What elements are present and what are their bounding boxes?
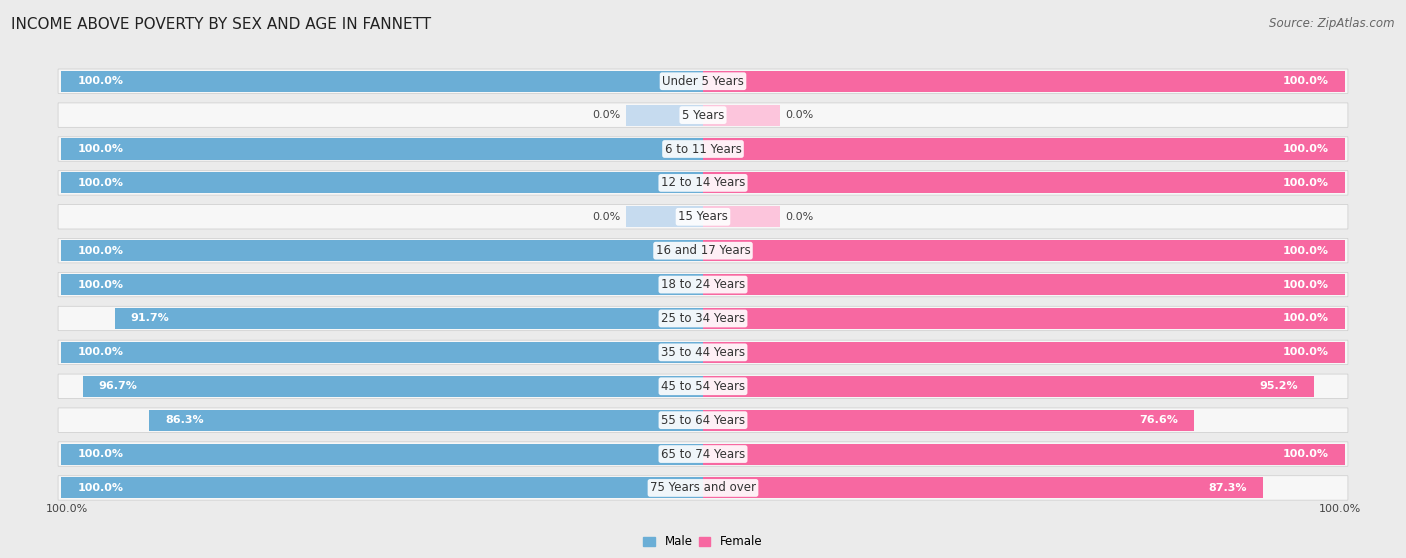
Text: 18 to 24 Years: 18 to 24 Years — [661, 278, 745, 291]
FancyBboxPatch shape — [58, 476, 1348, 500]
Text: 100.0%: 100.0% — [1282, 348, 1329, 357]
Bar — [62, 240, 703, 261]
Text: 100.0%: 100.0% — [77, 348, 124, 357]
Bar — [703, 240, 1344, 261]
Text: 100.0%: 100.0% — [77, 449, 124, 459]
FancyBboxPatch shape — [58, 442, 1348, 466]
Text: 100.0%: 100.0% — [1282, 246, 1329, 256]
Bar — [626, 104, 703, 126]
Bar — [62, 444, 703, 465]
Text: 76.6%: 76.6% — [1139, 415, 1178, 425]
Bar — [62, 274, 703, 295]
Text: 55 to 64 Years: 55 to 64 Years — [661, 413, 745, 427]
Text: 100.0%: 100.0% — [1282, 314, 1329, 324]
Text: 100.0%: 100.0% — [1319, 504, 1361, 514]
Text: 100.0%: 100.0% — [77, 178, 124, 188]
Text: 16 and 17 Years: 16 and 17 Years — [655, 244, 751, 257]
Text: 95.2%: 95.2% — [1260, 381, 1298, 391]
Text: INCOME ABOVE POVERTY BY SEX AND AGE IN FANNETT: INCOME ABOVE POVERTY BY SEX AND AGE IN F… — [11, 17, 432, 32]
Bar — [703, 410, 1195, 431]
Bar — [703, 342, 1344, 363]
Text: 87.3%: 87.3% — [1209, 483, 1247, 493]
Text: 12 to 14 Years: 12 to 14 Years — [661, 176, 745, 189]
Text: 5 Years: 5 Years — [682, 109, 724, 122]
Bar — [83, 376, 703, 397]
Text: 100.0%: 100.0% — [77, 144, 124, 154]
Text: 96.7%: 96.7% — [98, 381, 138, 391]
FancyBboxPatch shape — [58, 171, 1348, 195]
Bar — [703, 308, 1344, 329]
Text: 0.0%: 0.0% — [592, 212, 621, 222]
Text: 15 Years: 15 Years — [678, 210, 728, 223]
Text: 35 to 44 Years: 35 to 44 Years — [661, 346, 745, 359]
FancyBboxPatch shape — [58, 69, 1348, 93]
Bar — [703, 206, 780, 227]
Bar — [62, 138, 703, 160]
Bar — [703, 376, 1313, 397]
Bar — [62, 342, 703, 363]
Bar — [703, 444, 1344, 465]
FancyBboxPatch shape — [58, 137, 1348, 161]
FancyBboxPatch shape — [58, 340, 1348, 364]
Text: 100.0%: 100.0% — [1282, 178, 1329, 188]
Text: 100.0%: 100.0% — [77, 483, 124, 493]
Bar — [62, 478, 703, 498]
FancyBboxPatch shape — [58, 306, 1348, 331]
Text: 6 to 11 Years: 6 to 11 Years — [665, 142, 741, 156]
Bar — [703, 478, 1263, 498]
Text: 100.0%: 100.0% — [77, 280, 124, 290]
Bar — [703, 138, 1344, 160]
Text: 0.0%: 0.0% — [785, 110, 814, 120]
FancyBboxPatch shape — [58, 103, 1348, 127]
FancyBboxPatch shape — [58, 205, 1348, 229]
FancyBboxPatch shape — [58, 374, 1348, 398]
Text: 0.0%: 0.0% — [592, 110, 621, 120]
Bar — [703, 172, 1344, 194]
Text: 75 Years and over: 75 Years and over — [650, 482, 756, 494]
Text: 86.3%: 86.3% — [166, 415, 204, 425]
Text: 65 to 74 Years: 65 to 74 Years — [661, 448, 745, 460]
Text: 0.0%: 0.0% — [785, 212, 814, 222]
Text: 45 to 54 Years: 45 to 54 Years — [661, 380, 745, 393]
Text: 100.0%: 100.0% — [45, 504, 87, 514]
Bar — [626, 206, 703, 227]
Text: 25 to 34 Years: 25 to 34 Years — [661, 312, 745, 325]
Text: 100.0%: 100.0% — [1282, 449, 1329, 459]
Bar — [115, 308, 703, 329]
Text: Under 5 Years: Under 5 Years — [662, 75, 744, 88]
Text: 100.0%: 100.0% — [77, 246, 124, 256]
Text: Source: ZipAtlas.com: Source: ZipAtlas.com — [1270, 17, 1395, 30]
Text: 100.0%: 100.0% — [1282, 280, 1329, 290]
Bar — [149, 410, 703, 431]
Legend: Male, Female: Male, Female — [638, 531, 768, 553]
FancyBboxPatch shape — [58, 238, 1348, 263]
Bar — [703, 71, 1344, 92]
FancyBboxPatch shape — [58, 408, 1348, 432]
Text: 91.7%: 91.7% — [131, 314, 170, 324]
Text: 100.0%: 100.0% — [1282, 76, 1329, 86]
FancyBboxPatch shape — [58, 272, 1348, 297]
Text: 100.0%: 100.0% — [1282, 144, 1329, 154]
Bar — [62, 172, 703, 194]
Bar — [703, 104, 780, 126]
Bar — [703, 274, 1344, 295]
Text: 100.0%: 100.0% — [77, 76, 124, 86]
Bar — [62, 71, 703, 92]
